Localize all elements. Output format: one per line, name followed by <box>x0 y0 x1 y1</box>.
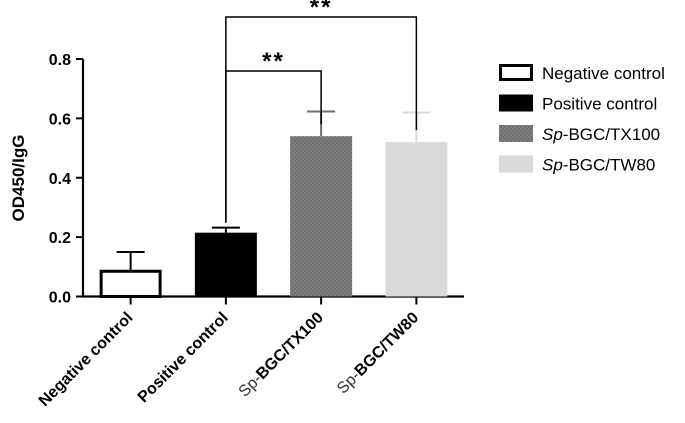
legend-label-prefix: Sp <box>542 156 563 175</box>
x-tick-label: Negative control <box>36 309 137 410</box>
legend-label-3: Sp-BGC/TX100 <box>542 125 660 144</box>
legend-swatch-2 <box>499 94 533 112</box>
x-tick-label-main: Positive control <box>135 309 232 406</box>
significance-bracket-2 <box>225 16 418 223</box>
x-tick-label: Positive control <box>135 309 232 406</box>
bar-2 <box>194 232 257 297</box>
bar-3 <box>290 136 353 297</box>
x-tick-label: Sp-BGC/TW80 <box>334 309 422 397</box>
bar-1 <box>99 269 162 298</box>
significance-label: ** <box>262 48 285 75</box>
y-tick-label: 0.0 <box>49 290 71 307</box>
x-tick-label-main: Negative control <box>36 309 137 410</box>
x-tick-label: Sp-BGC/TX100 <box>236 309 327 400</box>
y-tick-label: 0.8 <box>49 52 71 69</box>
y-tick-label: 0.4 <box>49 171 71 188</box>
legend-label-1: Negative control <box>542 64 665 83</box>
legend-label-2: Positive control <box>542 95 657 114</box>
significance-label: ** <box>310 0 333 21</box>
bar-4 <box>385 142 448 297</box>
legend-label-prefix: Sp <box>542 125 563 144</box>
legend-swatch-4 <box>499 155 533 173</box>
y-axis-label: OD450/IgG <box>9 135 28 222</box>
y-tick-label: 0.6 <box>49 111 71 128</box>
legend-label-text: -BGC/TX100 <box>563 125 660 144</box>
legend-label-text: -BGC/TW80 <box>563 156 656 175</box>
x-tick-label-main: BGC/TW80 <box>352 309 423 380</box>
legend-label-text: Positive control <box>542 95 657 114</box>
legend-label-4: Sp-BGC/TW80 <box>542 156 655 175</box>
legend-swatch-1 <box>499 64 533 81</box>
y-tick-label: 0.2 <box>49 230 71 247</box>
x-tick-label-main: BGC/TX100 <box>253 309 327 383</box>
legend-swatch-3 <box>499 125 533 142</box>
legend-label-text: Negative control <box>542 64 665 83</box>
